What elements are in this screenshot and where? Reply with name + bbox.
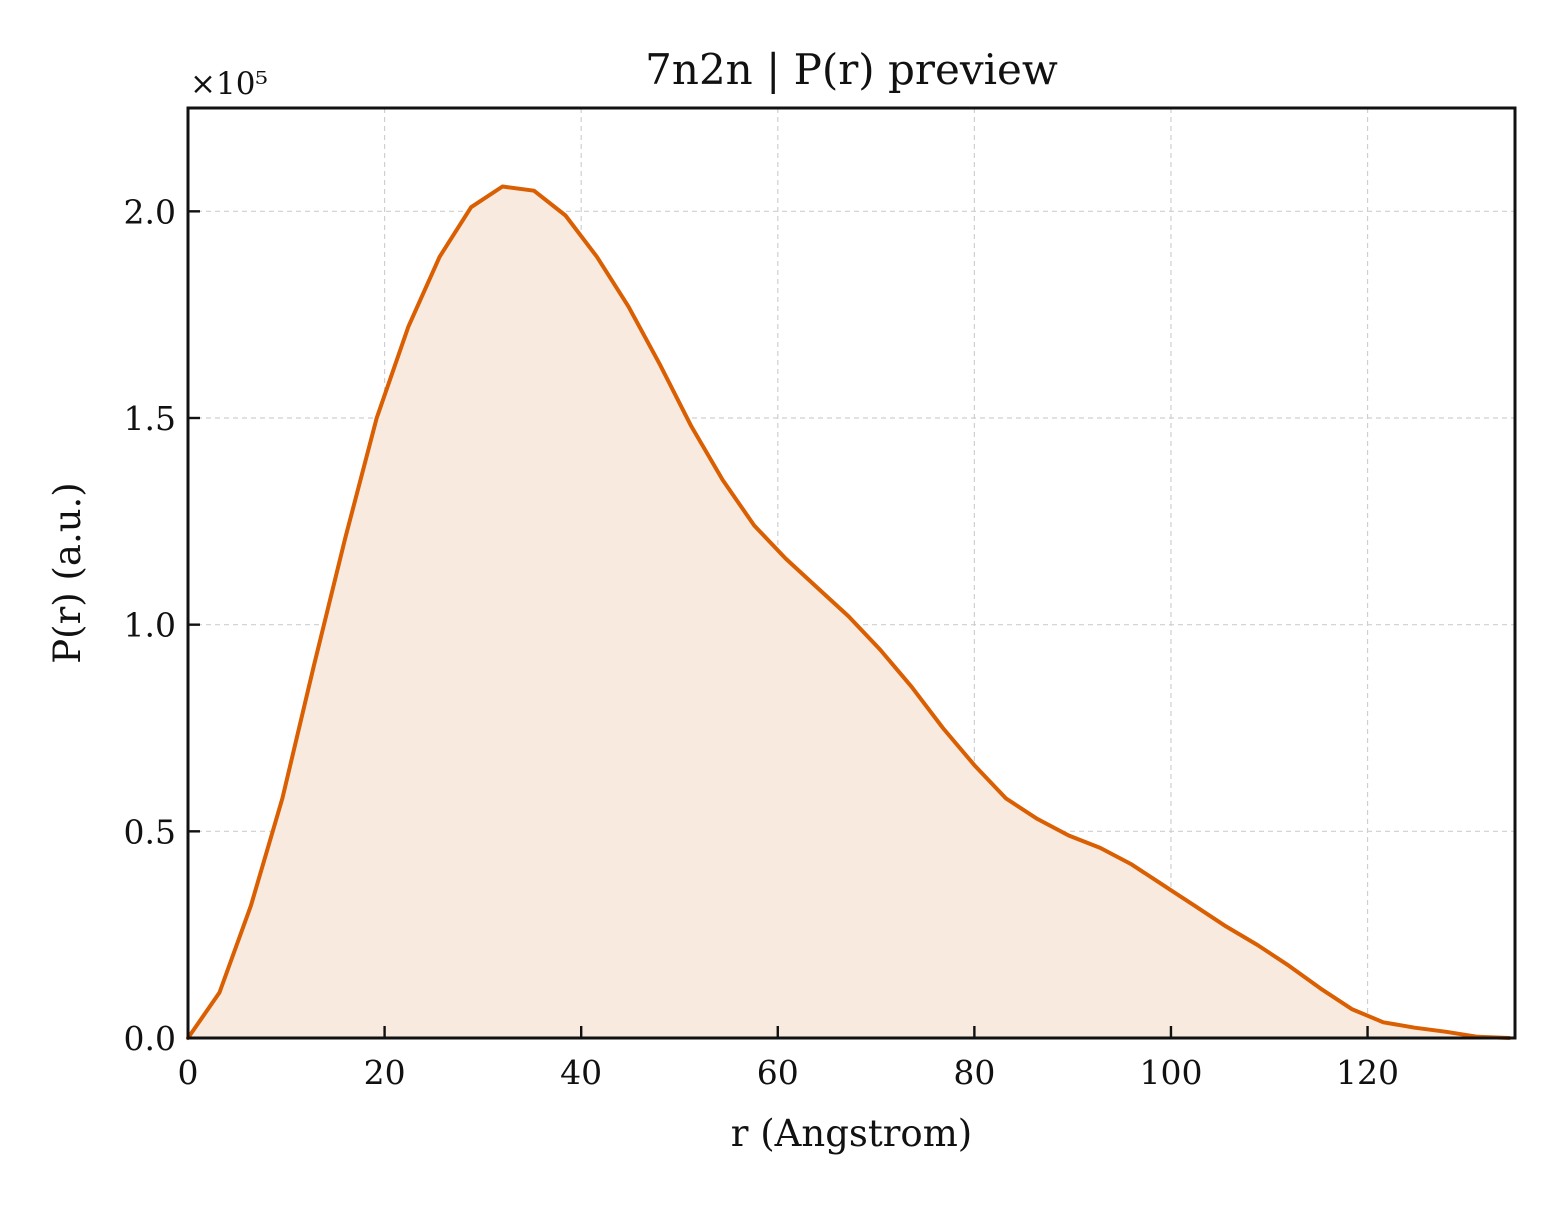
y-tick-labels: 0.0 0.5 1.0 1.5 2.0 — [124, 192, 176, 1058]
y-axis-label: P(r) (a.u.) — [46, 482, 89, 664]
chart-title: 7n2n | P(r) preview — [645, 45, 1058, 94]
y-tick-label: 2.0 — [124, 192, 176, 231]
y-tick-label: 0.5 — [124, 812, 176, 851]
x-tick-label: 100 — [1139, 1053, 1202, 1092]
x-tick-label: 60 — [757, 1053, 799, 1092]
y-axis-multiplier: ×10⁵ — [190, 66, 268, 102]
x-tick-label: 40 — [560, 1053, 602, 1092]
x-tick-label: 0 — [178, 1053, 199, 1092]
y-tick-label: 0.0 — [124, 1019, 176, 1058]
x-tick-label: 20 — [364, 1053, 406, 1092]
y-tick-label: 1.5 — [124, 399, 176, 438]
x-tick-label: 80 — [953, 1053, 995, 1092]
x-tick-label: 120 — [1336, 1053, 1399, 1092]
x-axis-label: r (Angstrom) — [731, 1112, 972, 1155]
x-tick-labels: 0 20 40 60 80 100 120 — [178, 1053, 1400, 1092]
y-tick-label: 1.0 — [124, 606, 176, 645]
